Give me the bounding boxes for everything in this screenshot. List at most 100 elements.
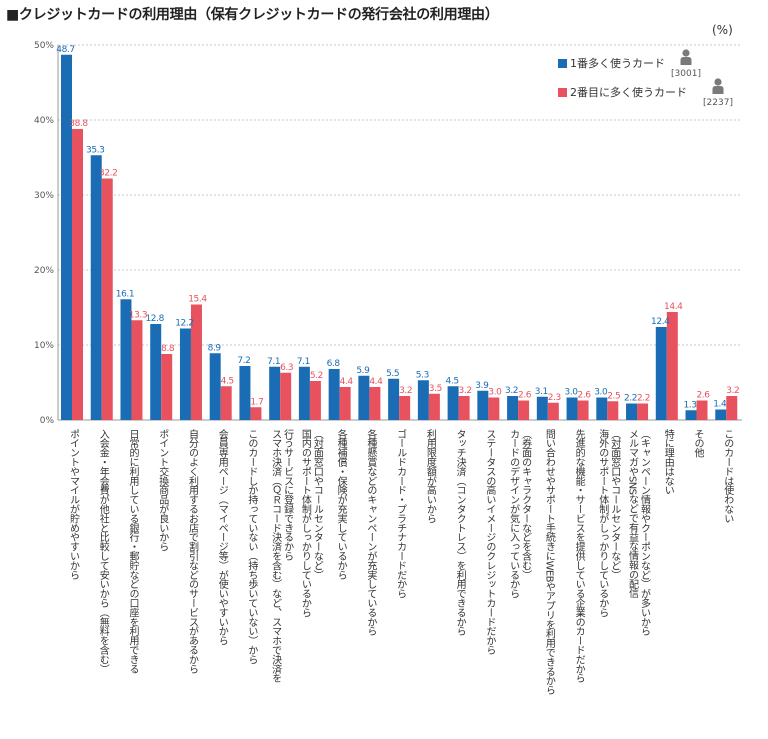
y-axis: 0% 10% 20% 30% 40% 50% — [34, 41, 59, 426]
bar-series1 — [120, 299, 132, 420]
bar-series1 — [269, 366, 281, 420]
x-axis-labels: ポイントやマイルが貯めやすいから 入会金・年会費が他社と比較して安いから（無料を含… — [68, 428, 734, 695]
bar-series1 — [150, 324, 162, 420]
data-label: 2.6 — [696, 391, 710, 401]
bar-series2 — [726, 396, 738, 420]
data-label: 4.5 — [446, 376, 459, 386]
data-label: 2.3 — [548, 393, 561, 403]
bar-series2 — [369, 387, 381, 420]
data-label: 8.8 — [161, 344, 175, 354]
x-tick-label: 日常的に利用している銀行・郵貯などの口座を利用できる — [127, 429, 139, 674]
bar-series2 — [488, 397, 500, 420]
x-tick-label: 行うサービスに登録できるから — [282, 428, 294, 561]
value-labels: 48.7 35.3 16.1 12.8 12.2 8.9 7.2 7.1 7.1 6.8 5.9 5.… — [56, 45, 739, 411]
bar-series2 — [547, 402, 559, 420]
bar-series2 — [190, 304, 202, 420]
x-tick-label: メルマガやSNSなどで有益な情報の配信 — [627, 429, 639, 599]
person-icon — [680, 49, 692, 65]
bar-series2 — [280, 372, 292, 420]
y-tick-label: 20% — [34, 266, 54, 276]
y-tick-label: 50% — [34, 41, 54, 51]
data-label: 38.8 — [69, 119, 88, 129]
bar-series2 — [309, 381, 321, 420]
data-label: 1.3 — [683, 400, 696, 410]
data-label: 5.5 — [386, 369, 399, 379]
bar-series1 — [507, 396, 519, 420]
data-label: 3.0 — [594, 388, 608, 398]
data-label: 5.2 — [310, 371, 323, 381]
bar-series1 — [715, 409, 727, 420]
person-head — [714, 78, 722, 86]
bar-series1 — [358, 375, 370, 420]
bar-series1 — [536, 396, 548, 420]
legend-swatch — [558, 59, 567, 68]
data-label: 7.1 — [267, 357, 280, 367]
person-icon — [712, 78, 724, 94]
bar-series1 — [61, 54, 72, 420]
legend-count: [2237] — [703, 98, 733, 108]
x-tick-label: カードのデザインが気に入っているから — [508, 429, 520, 599]
x-tick-label: タッチ決済（コンタクトレス）を利用できるから — [454, 429, 466, 636]
data-label: 6.8 — [327, 359, 341, 369]
x-tick-label: その他 — [692, 429, 704, 459]
data-label: 5.3 — [416, 370, 429, 380]
data-label: 6.3 — [280, 363, 293, 373]
x-tick-label: このカードしか持っていない（持ち歩いていない）から — [246, 429, 258, 664]
data-label: 4.4 — [369, 377, 383, 387]
x-tick-label: スマホ決済（ＱＲコード決済を含む）など、スマホで決済を — [270, 429, 282, 683]
x-tick-label: （券面のキャラクターなどを含む） — [520, 429, 532, 579]
person-body — [712, 86, 724, 94]
data-label: 4.5 — [221, 376, 234, 386]
bar-series1 — [90, 155, 102, 420]
bar-series2 — [399, 396, 411, 420]
x-tick-label: 入会金・年会費が他社と比較して安いから（無料を含む） — [97, 429, 109, 673]
data-label: 3.1 — [535, 387, 548, 397]
y-tick-label: 30% — [34, 191, 54, 201]
data-label: 3.5 — [429, 384, 442, 394]
bar-series2 — [339, 387, 351, 420]
data-label: 13.3 — [129, 310, 147, 320]
bar-series1 — [298, 366, 310, 420]
legend-label: 1番多く使うカード — [570, 56, 665, 70]
data-label: 14.4 — [664, 302, 683, 312]
data-label: 2.5 — [607, 391, 620, 401]
data-label: 12.2 — [175, 319, 193, 329]
x-tick-label: （キャンペーン情報やクーポンなど）が多いから — [639, 429, 651, 636]
x-tick-label: （対面窓口やコールセンターなど） — [311, 429, 323, 579]
data-label: 3.2 — [399, 386, 412, 396]
x-tick-label: 国内のサポート体制がしっかりしているから — [299, 429, 311, 618]
unit-label: (%) — [712, 23, 733, 37]
x-tick-label: 利用限度額が高いから — [424, 429, 436, 524]
x-tick-label: 問い合わせやサポート手続きにWEBやアプリを利用できるから — [543, 429, 555, 695]
data-label: 12.4 — [651, 317, 670, 327]
data-label: 2.6 — [518, 391, 532, 401]
data-label: 48.7 — [56, 45, 74, 55]
data-label: 2.2 — [624, 394, 637, 404]
data-label: 32.2 — [99, 169, 117, 179]
data-label: 16.1 — [116, 289, 134, 299]
data-label: 3.9 — [475, 381, 489, 391]
bars — [61, 54, 738, 420]
bar-series2 — [101, 178, 113, 420]
bar-series1 — [417, 380, 429, 420]
person-body — [680, 57, 692, 65]
legend-count: [3001] — [671, 69, 701, 79]
data-label: 12.8 — [145, 314, 164, 324]
data-label: 3.0 — [565, 388, 579, 398]
bar-series2 — [518, 400, 530, 420]
bar-series1 — [447, 386, 459, 420]
data-label: 7.1 — [297, 357, 310, 367]
bar-series2 — [666, 312, 678, 420]
bar-series2 — [428, 393, 440, 420]
bar-series2 — [577, 400, 589, 420]
data-label: 3.2 — [505, 386, 518, 396]
bar-series1 — [655, 327, 667, 420]
x-tick-label: 先進的な機能・サービスを提供している企業のカードだから — [573, 429, 585, 683]
x-tick-label: 会員専用ページ（マイページ等）が使いやすいから — [216, 428, 228, 646]
bar-series2 — [250, 407, 262, 420]
bar-series1 — [209, 353, 221, 420]
x-tick-label: 各種懸賞などのキャンペーンが充実しているから — [365, 428, 377, 636]
data-label: 4.4 — [340, 377, 354, 387]
legend-swatch — [558, 88, 567, 97]
